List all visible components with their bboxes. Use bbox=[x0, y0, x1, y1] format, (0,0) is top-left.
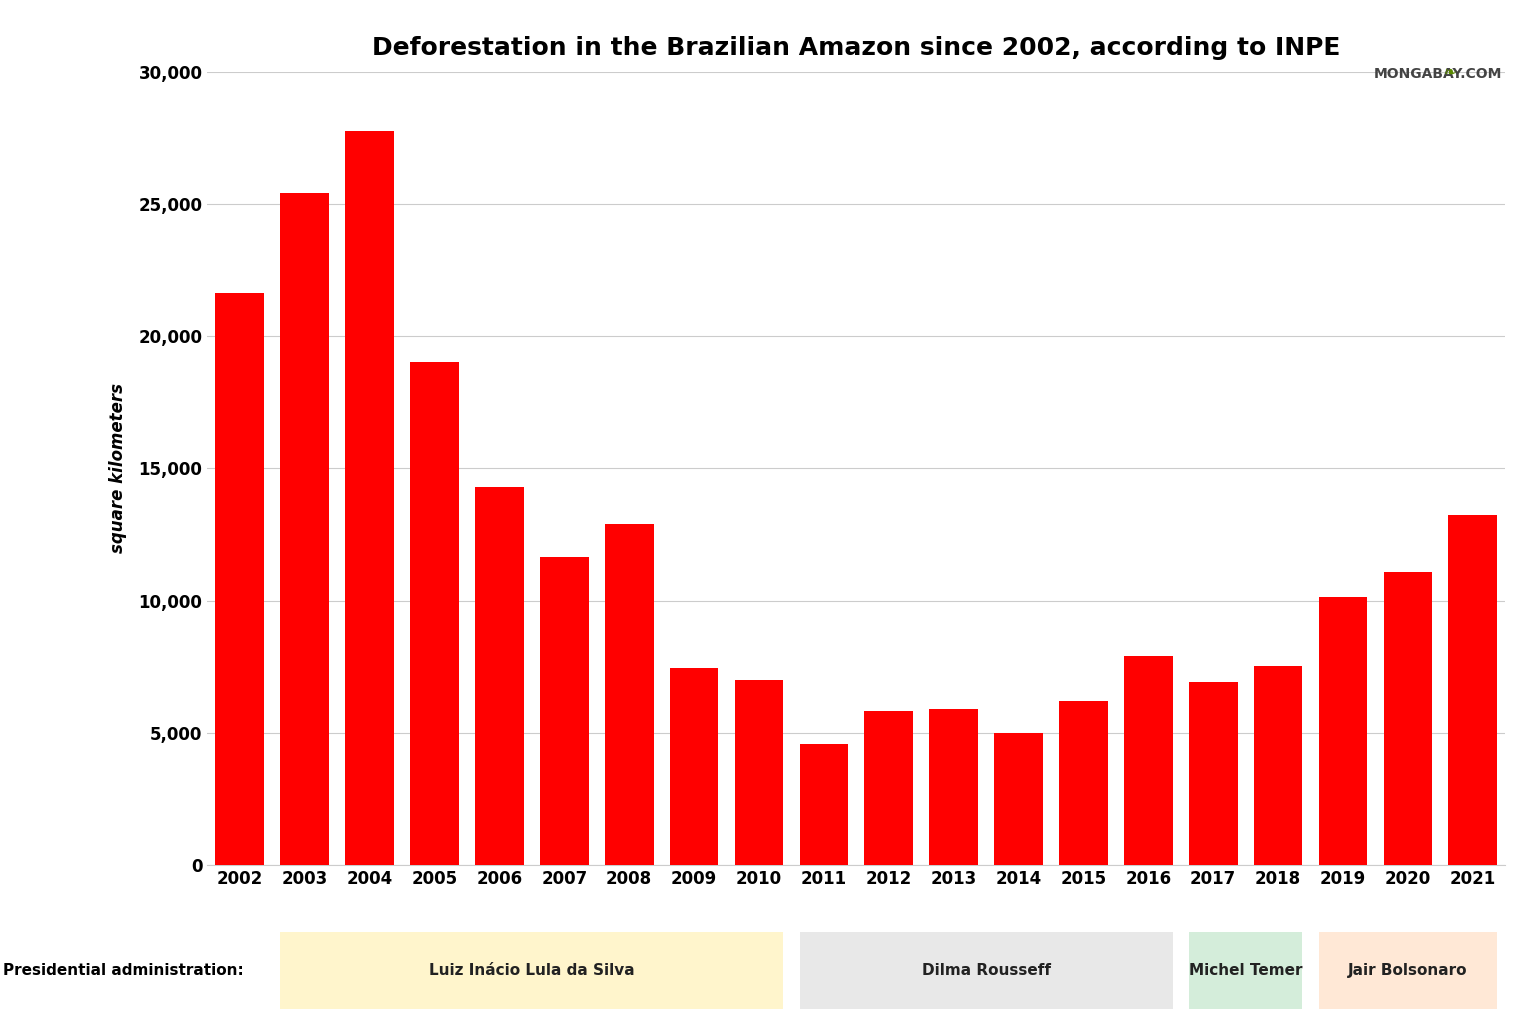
Bar bbox=[410, 362, 459, 865]
Bar bbox=[215, 293, 264, 865]
Bar bbox=[994, 733, 1043, 865]
Bar bbox=[1448, 515, 1498, 865]
Text: Presidential administration:: Presidential administration: bbox=[3, 963, 244, 978]
Text: Luiz Inácio Lula da Silva: Luiz Inácio Lula da Silva bbox=[429, 963, 634, 978]
Bar bbox=[800, 744, 848, 865]
Bar bbox=[475, 487, 524, 865]
Title: Deforestation in the Brazilian Amazon since 2002, according to INPE: Deforestation in the Brazilian Amazon si… bbox=[372, 36, 1341, 60]
Bar bbox=[865, 711, 912, 865]
Bar bbox=[734, 680, 783, 865]
Text: Jair Bolsonaro: Jair Bolsonaro bbox=[1349, 963, 1468, 978]
Text: Michel Temer: Michel Temer bbox=[1189, 963, 1303, 978]
Bar bbox=[929, 710, 978, 865]
Bar bbox=[1124, 656, 1172, 865]
Y-axis label: square kilometers: square kilometers bbox=[109, 383, 127, 554]
Bar bbox=[1253, 666, 1303, 865]
Bar bbox=[281, 194, 329, 865]
Bar bbox=[605, 523, 653, 865]
Bar bbox=[1060, 701, 1107, 865]
Bar bbox=[670, 668, 719, 865]
Bar bbox=[346, 131, 393, 865]
Bar bbox=[1189, 682, 1238, 865]
Bar bbox=[1319, 597, 1367, 865]
Text: MONGABAY.COM: MONGABAY.COM bbox=[1373, 67, 1502, 81]
Text: ❧: ❧ bbox=[1444, 65, 1456, 80]
Bar bbox=[541, 557, 588, 865]
Bar bbox=[1384, 572, 1432, 865]
Text: Dilma Rousseff: Dilma Rousseff bbox=[922, 963, 1051, 978]
